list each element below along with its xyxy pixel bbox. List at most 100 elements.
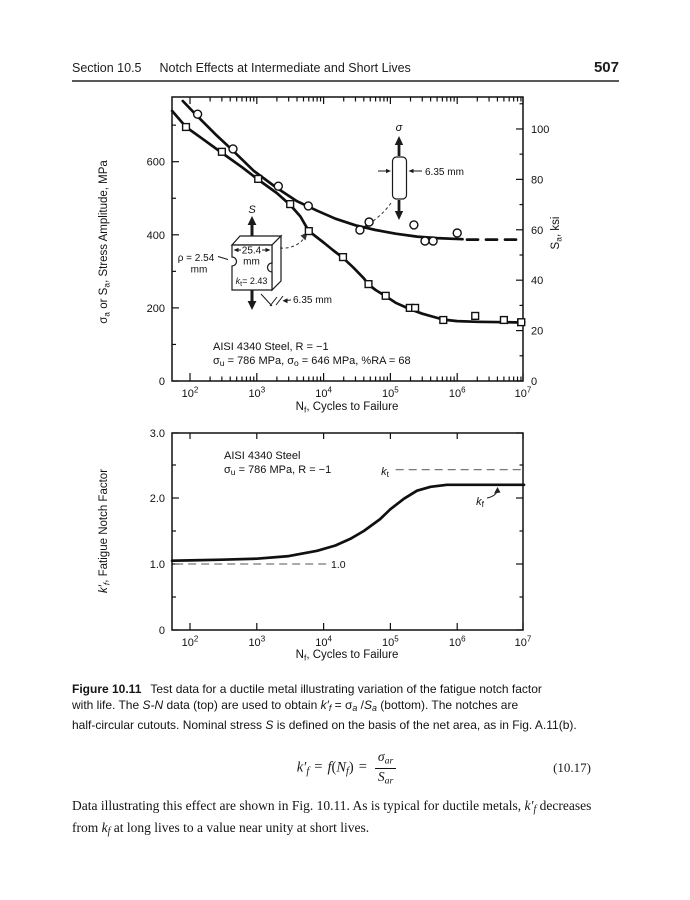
unnotched-data-point — [420, 236, 430, 246]
bar-dim-arrow-right — [408, 168, 414, 174]
thickness-slant-line — [260, 293, 273, 307]
top-x-tick-label: 105 — [382, 386, 399, 401]
stress-arrow-down-head — [394, 211, 404, 220]
unnotched-data-point — [192, 109, 203, 119]
top-axis-frame — [171, 96, 524, 382]
top-y-axis-label: σa or Sa, Stress Amplitude, MPa — [98, 160, 112, 324]
kf-prime-curve — [170, 483, 526, 563]
unnotched-specimen-sketch — [378, 136, 422, 220]
bottom-y-tick-label: 3.0 — [150, 428, 165, 440]
bottom-x-tick-label: 106 — [449, 635, 466, 650]
header-rule — [72, 80, 619, 82]
bottom-axis-frame — [171, 432, 524, 631]
notched-data-point — [364, 280, 373, 289]
notched-width-unit: mm — [243, 257, 260, 268]
equation-number: (10.17) — [553, 760, 591, 775]
unity-line-label: 1.0 — [331, 559, 346, 571]
bottom-x-tick-label: 107 — [515, 635, 532, 650]
top-y2-tick-label: 20 — [531, 326, 543, 338]
bottom-annotation-line2: σu = 786 MPa, R = −1 — [224, 464, 331, 477]
thickness-tick-1 — [269, 296, 278, 307]
sn-data-chart: σa or Sa, Stress Amplitude, MPa Sa, ksi … — [98, 96, 564, 415]
top-y2-tick-label: 40 — [531, 275, 543, 287]
notched-data-point — [499, 315, 509, 325]
load-arrow-up-head — [247, 216, 257, 225]
kf-label-arrow-head — [494, 487, 501, 494]
thickness-tick-2 — [275, 295, 284, 306]
unnotched-data-point — [303, 201, 313, 211]
notched-data-point — [517, 318, 526, 327]
eq-lhs: k′ — [296, 759, 307, 776]
notch-radius-label-line1: ρ = 2.54 — [178, 253, 215, 264]
unnotched-width-label: 6.35 mm — [425, 167, 464, 178]
bottom-y-tick-label: 0 — [159, 625, 165, 637]
kf-curve-label: kf — [476, 496, 485, 509]
thickness-pointer-head — [282, 298, 288, 304]
top-y-tick-label: 600 — [147, 157, 165, 169]
bottom-x-tick-label: 104 — [315, 635, 332, 650]
equation-body: k′f = f(Nf) = σar Sar — [296, 749, 397, 786]
notched-data-point — [338, 252, 348, 262]
bottom-y-tick-label: 1.0 — [150, 559, 165, 571]
unnotched-bar — [391, 156, 408, 200]
load-arrow-down-head — [247, 301, 257, 310]
bottom-x-tick-label: 105 — [382, 635, 399, 650]
radius-leader-line — [217, 256, 229, 260]
top-x-tick-label: 107 — [515, 386, 532, 401]
unnotched-stress-label: σ — [396, 122, 403, 134]
notched-data-point — [254, 174, 263, 184]
notched-data-point — [439, 315, 448, 325]
bottom-x-tick-label: 103 — [248, 635, 265, 650]
unnotched-data-point — [355, 225, 365, 235]
unnotched-data-point — [428, 236, 438, 246]
top-y-tick-label: 400 — [147, 230, 165, 242]
notched-data-point — [217, 147, 227, 156]
bottom-annotation-line1: AISI 4340 Steel — [224, 450, 300, 462]
unnotched-data-point — [273, 181, 283, 191]
notched-specimen-sketch — [217, 216, 292, 310]
stress-arrow-up-head — [394, 136, 404, 145]
page-number: 507 — [593, 59, 619, 76]
unnotched-data-point — [452, 228, 462, 238]
top-x-tick-label: 103 — [248, 386, 265, 401]
kt-line-label: kt — [381, 466, 390, 479]
bar-dim-arrow-left — [386, 168, 391, 174]
unnotched-data-point — [409, 220, 419, 230]
fatigue-notch-factor-chart: k′f, Fatigue Notch Factor Nf, Cycles to … — [98, 428, 532, 663]
top-y2-tick-label: 80 — [531, 174, 543, 186]
bottom-chart-plot-area: 102 103 104 105 106 107 0 1.0 2.0 3.0 — [150, 428, 532, 649]
equation-10-17: k′f = f(Nf) = σar Sar (10.17) — [72, 746, 621, 790]
top-x-tick-label: 102 — [182, 386, 199, 401]
notched-data-point — [381, 291, 390, 300]
notched-data-point — [471, 311, 480, 321]
specimen-front-face — [231, 244, 273, 291]
section-number: Section 10.5 — [72, 61, 142, 75]
width-dim-arrow-left — [233, 247, 239, 253]
top-x-tick-label: 106 — [449, 386, 466, 401]
notched-width-value: 25.4 — [242, 246, 262, 257]
notched-data-point — [286, 199, 295, 209]
bottom-y-tick-label: 2.0 — [150, 493, 165, 505]
unnotched-data-point — [364, 217, 374, 227]
section-title: Notch Effects at Intermediate and Short … — [159, 61, 411, 75]
top-y2-axis-label: Sa, ksi — [550, 217, 564, 250]
bottom-x-axis-label: Nf, Cycles to Failure — [296, 649, 399, 663]
unnotched-data-point — [228, 144, 238, 154]
top-y-tick-label: 0 — [159, 376, 165, 388]
notched-kt-label: kt= 2.43 — [236, 276, 268, 288]
figure-caption: Figure 10.11 Test data for a ductile meta… — [72, 682, 577, 732]
bottom-x-tick-label: 102 — [182, 635, 199, 650]
top-y2-tick-label: 60 — [531, 225, 543, 237]
top-y-tick-label: 200 — [147, 303, 165, 315]
top-x-tick-label: 104 — [315, 386, 332, 401]
notched-pointer-arrow — [279, 236, 306, 249]
top-annotation-line1: AISI 4340 Steel, R = −1 — [213, 341, 329, 353]
eq-fraction: σar Sar — [374, 749, 397, 786]
page-header: Section 10.5 Notch Effects at Intermediat… — [72, 59, 619, 76]
top-y2-tick-label: 100 — [531, 124, 549, 136]
notched-data-point — [411, 303, 420, 313]
top-y2-tick-label: 0 — [531, 376, 537, 388]
notched-thickness-label: 6.35 mm — [293, 295, 332, 306]
